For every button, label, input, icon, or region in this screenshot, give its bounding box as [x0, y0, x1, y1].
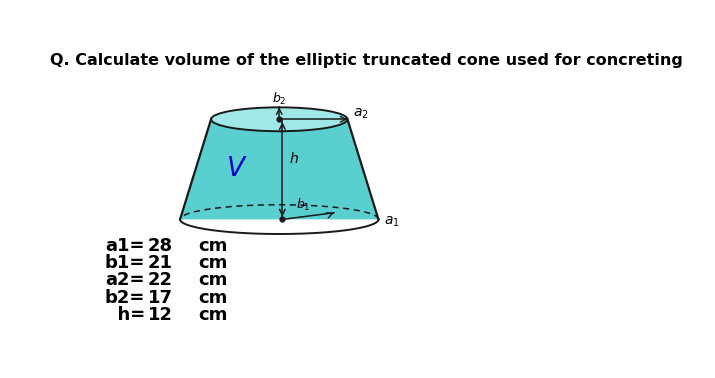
Text: $b_2$: $b_2$	[272, 91, 287, 107]
Text: 21: 21	[148, 254, 173, 272]
Text: cm: cm	[198, 306, 227, 324]
Text: cm: cm	[198, 271, 227, 289]
Text: $h$: $h$	[290, 151, 299, 166]
Text: $a_2$: $a_2$	[353, 106, 369, 121]
Text: Q. Calculate volume of the elliptic truncated cone used for concreting: Q. Calculate volume of the elliptic trun…	[50, 53, 683, 68]
Text: $V$: $V$	[226, 156, 247, 182]
Text: $a_1$: $a_1$	[384, 215, 400, 229]
Text: 28: 28	[148, 237, 173, 254]
Text: cm: cm	[198, 237, 227, 254]
Text: 22: 22	[148, 271, 173, 289]
Text: 12: 12	[148, 306, 173, 324]
Ellipse shape	[211, 107, 347, 131]
Text: cm: cm	[198, 254, 227, 272]
Text: 17: 17	[148, 288, 173, 307]
Text: b1=: b1=	[105, 254, 145, 272]
Polygon shape	[180, 119, 378, 219]
Text: $b_1$: $b_1$	[296, 197, 311, 213]
Text: b2=: b2=	[105, 288, 145, 307]
Text: h=: h=	[105, 306, 145, 324]
Text: cm: cm	[198, 288, 227, 307]
Text: a2=: a2=	[106, 271, 145, 289]
Text: a1=: a1=	[106, 237, 145, 254]
